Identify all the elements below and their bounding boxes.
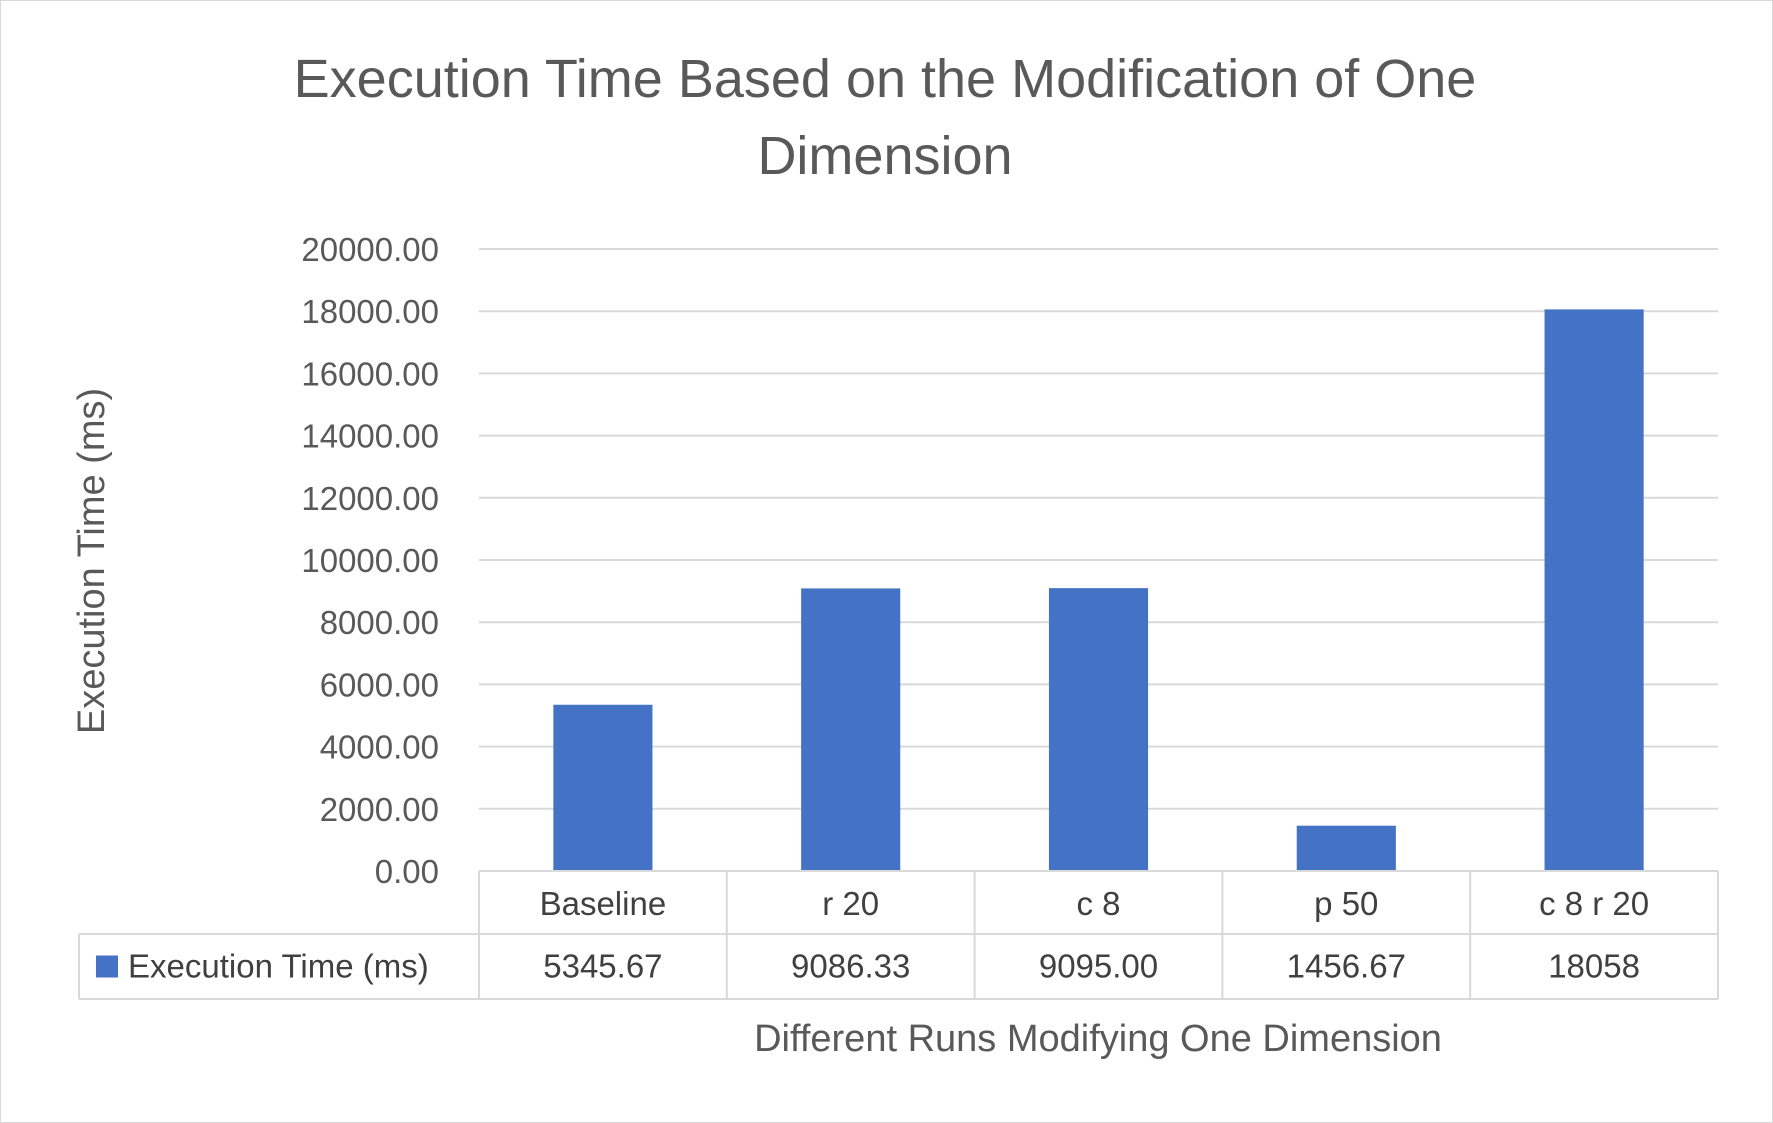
data-table: Baseline r 20 c 8 p 50 c 8 r 20 Execution Tim… [78,870,1719,1000]
x-category-label: p 50 [1314,885,1378,922]
legend-label: Execution Time (ms) [128,948,429,985]
data-table-value: 9095.00 [1039,948,1158,985]
x-category-label: c 8 r 20 [1539,885,1649,922]
legend-swatch [96,955,118,978]
y-tick-label: 18000.00 [301,293,439,330]
data-table-value: 18058 [1548,948,1640,985]
y-tick-label: 12000.00 [301,480,439,517]
y-tick-label: 10000.00 [301,542,439,579]
bar [801,588,901,871]
y-axis-title: Execution Time (ms) [71,388,113,734]
y-tick-label: 20000.00 [301,231,439,268]
y-tick-label: 2000.00 [320,791,439,828]
chart-title-line-1: Execution Time Based on the Modification… [294,49,1477,109]
chart-title: Execution Time Based on the Modification… [294,49,1477,186]
y-tick-label: 8000.00 [320,604,439,641]
x-category-label: r 20 [822,885,879,922]
y-tick-label: 0.00 [375,853,439,890]
x-axis-title: Different Runs Modifying One Dimension [754,1018,1442,1060]
chart-title-line-2: Dimension [757,126,1012,186]
y-tick-label: 6000.00 [320,666,439,703]
gridlines [479,248,1718,810]
y-tick-label: 4000.00 [320,729,439,766]
data-table-value: 5345.67 [543,948,662,985]
bar [553,704,653,871]
bar [1544,309,1644,871]
y-tick-label: 16000.00 [301,355,439,392]
bar [1296,825,1396,871]
y-tick-label: 14000.00 [301,418,439,455]
data-table-value: 9086.33 [791,948,910,985]
x-category-label: Baseline [540,885,667,922]
x-category-label: c 8 [1076,885,1120,922]
bars [553,309,1644,871]
data-table-value: 1456.67 [1287,948,1406,985]
bar [1048,588,1149,871]
y-axis-ticks: 0.00 2000.00 4000.00 6000.00 8000.00 10000.00… [301,231,439,890]
